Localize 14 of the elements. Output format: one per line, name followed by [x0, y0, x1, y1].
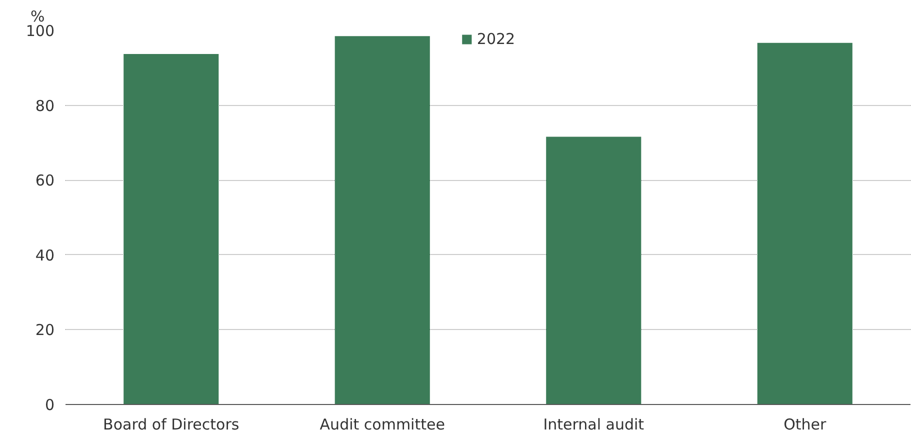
- x-tick-label: Board of Directors: [103, 416, 240, 434]
- y-tick-label: 20: [35, 321, 55, 340]
- y-tick-label: 60: [35, 172, 55, 190]
- y-tick-label: 0: [44, 396, 55, 414]
- y-tick-label: 80: [35, 96, 55, 115]
- bar: [124, 54, 219, 404]
- x-tick-label: Other: [784, 416, 828, 434]
- legend-label: 2022: [476, 30, 516, 48]
- bar: [546, 136, 642, 404]
- bar: [334, 36, 430, 404]
- y-tick-label: 40: [35, 246, 55, 264]
- bar: [757, 42, 852, 404]
- x-tick-label: Internal audit: [543, 416, 644, 434]
- x-tick-label: Audit committee: [320, 416, 445, 434]
